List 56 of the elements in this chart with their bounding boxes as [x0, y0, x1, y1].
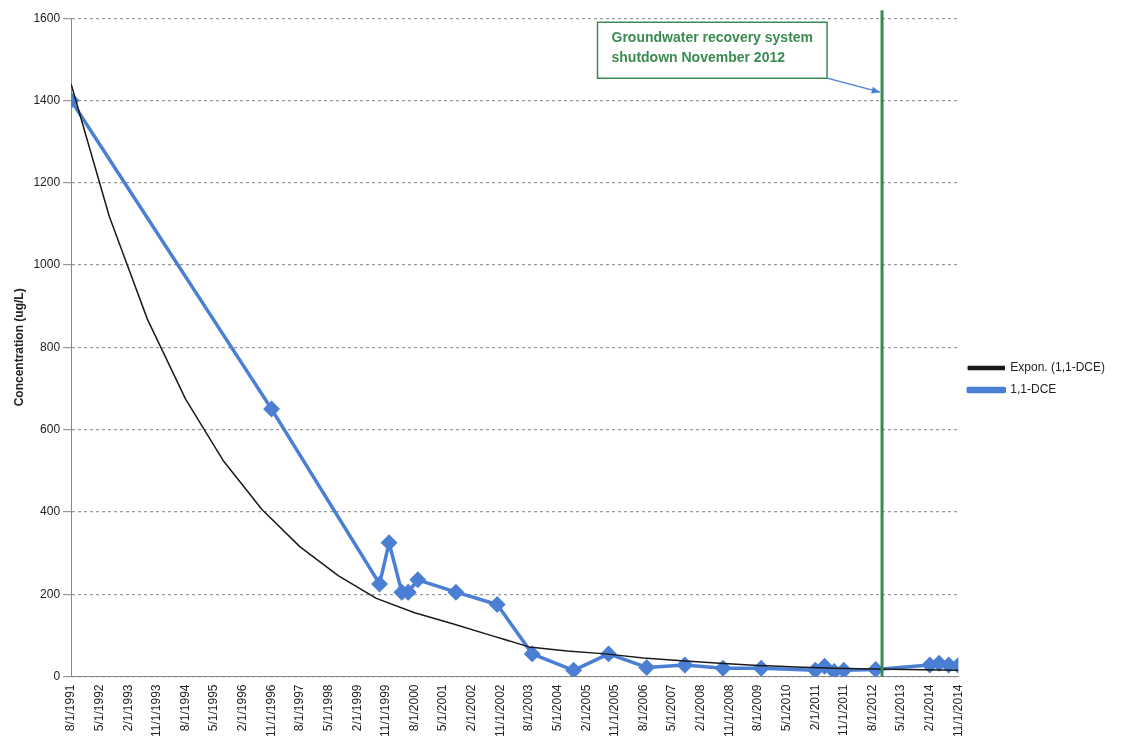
x-tick-label: 5/1/2001: [435, 684, 450, 732]
x-tick-label: 8/1/2000: [406, 684, 421, 732]
y-axis-title: Concentration (ug/L): [11, 288, 26, 407]
y-tick-label: 400: [40, 504, 61, 519]
x-tick-label: 2/1/1999: [349, 684, 364, 732]
x-tick-label: 11/1/2005: [607, 684, 622, 738]
x-tick-label: 2/1/2002: [464, 684, 479, 732]
x-tick-label: 5/1/1998: [320, 684, 335, 732]
y-tick-label: 600: [40, 421, 61, 436]
x-tick-label: 5/1/2010: [778, 684, 793, 732]
x-tick-label: 11/1/2014: [950, 684, 965, 738]
point: [381, 535, 397, 551]
ref-line-label: Groundwater recovery system shutdown November 2012: [611, 29, 814, 66]
x-tick-label: 11/1/1999: [378, 684, 393, 738]
x-tick-label: 5/1/2007: [664, 684, 679, 732]
point: [753, 660, 769, 677]
y-tick-label: 800: [40, 339, 61, 354]
x-tick-label: 8/1/2009: [750, 684, 765, 732]
x-tick-label: 5/1/2013: [893, 684, 908, 732]
y-tick-label: 1000: [33, 257, 61, 272]
x-tick-label: 11/1/1996: [263, 684, 278, 738]
x-tick-label: 8/1/1991: [63, 684, 78, 732]
point: [371, 576, 388, 592]
x-tick-label: 2/1/1996: [235, 684, 250, 732]
x-tick-label: 2/1/1993: [120, 684, 135, 732]
y-tick-label: 1400: [33, 92, 61, 107]
point: [410, 572, 426, 588]
x-tick-label: 8/1/1994: [177, 684, 192, 732]
legend-label: Expon. (1,1-DCE): [1010, 360, 1105, 375]
x-tick-label: 5/1/1992: [92, 684, 107, 732]
y-tick-label: 0: [53, 668, 61, 683]
y-tick-label: 200: [40, 586, 61, 601]
x-tick-label: 2/1/2005: [578, 684, 593, 732]
x-tick-label: 2/1/2008: [693, 684, 708, 732]
point: [524, 646, 540, 662]
x-tick-label: 11/1/2008: [721, 684, 736, 738]
y-tick-label: 1200: [33, 175, 61, 190]
x-tick-label: 8/1/2006: [635, 684, 650, 732]
point: [565, 662, 582, 677]
x-tick-label: 5/1/2004: [549, 684, 564, 732]
x-tick-label: 11/1/2002: [492, 684, 507, 738]
point: [715, 660, 731, 677]
x-tick-label: 11/1/1993: [149, 684, 164, 738]
x-tick-label: 5/1/1995: [206, 684, 221, 732]
x-tick-label: 8/1/1997: [292, 684, 307, 732]
x-tick-label: 8/1/2003: [521, 684, 536, 732]
point: [263, 401, 280, 417]
x-tick-label: 8/1/2012: [864, 684, 879, 732]
x-tick-label: 2/1/2014: [922, 684, 937, 732]
x-tick-label: 2/1/2011: [807, 684, 822, 731]
y-tick-label: 1600: [33, 10, 61, 25]
x-tick-label: 11/1/2011: [836, 684, 851, 737]
legend-label: 1,1-DCE: [1010, 382, 1057, 397]
point: [638, 659, 655, 676]
point: [448, 584, 464, 600]
point: [489, 596, 505, 613]
